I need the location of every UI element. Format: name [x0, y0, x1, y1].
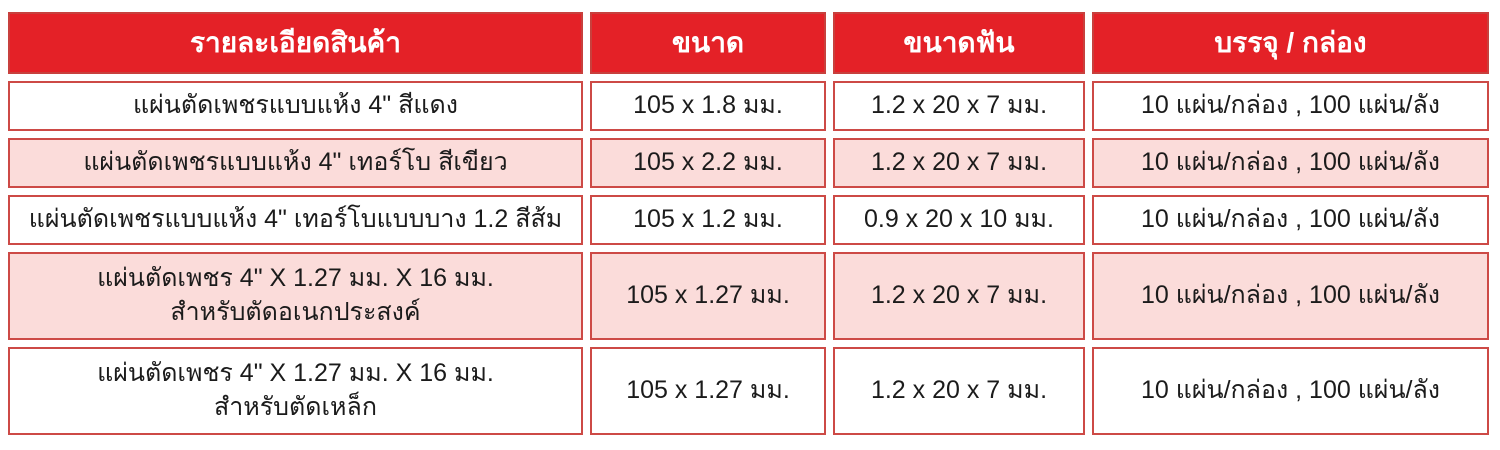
header-teeth-size: ขนาดฟัน [833, 12, 1085, 74]
size-cell: 105 x 2.2 มม. [590, 138, 826, 188]
size-cell: 105 x 1.2 มม. [590, 195, 826, 245]
product-spec-table: รายละเอียดสินค้า ขนาด ขนาดฟัน บรรจุ / กล… [8, 12, 1489, 435]
product-cell: แผ่นตัดเพชรแบบแห้ง 4" สีแดง [8, 81, 583, 131]
packing-cell: 10 แผ่น/กล่อง , 100 แผ่น/ลัง [1092, 252, 1489, 340]
size-cell: 105 x 1.27 มม. [590, 252, 826, 340]
teeth-size-cell: 1.2 x 20 x 7 มม. [833, 252, 1085, 340]
product-cell: แผ่นตัดเพชรแบบแห้ง 4" เทอร์โบแบบบาง 1.2 … [8, 195, 583, 245]
packing-cell: 10 แผ่น/กล่อง , 100 แผ่น/ลัง [1092, 138, 1489, 188]
teeth-size-cell: 1.2 x 20 x 7 มม. [833, 138, 1085, 188]
header-size: ขนาด [590, 12, 826, 74]
product-cell: แผ่นตัดเพชรแบบแห้ง 4" เทอร์โบ สีเขียว [8, 138, 583, 188]
packing-cell: 10 แผ่น/กล่อง , 100 แผ่น/ลัง [1092, 195, 1489, 245]
teeth-size-cell: 1.2 x 20 x 7 มม. [833, 347, 1085, 435]
packing-cell: 10 แผ่น/กล่อง , 100 แผ่น/ลัง [1092, 347, 1489, 435]
product-cell: แผ่นตัดเพชร 4" X 1.27 มม. X 16 มม. สำหรั… [8, 252, 583, 340]
teeth-size-cell: 1.2 x 20 x 7 มม. [833, 81, 1085, 131]
header-product-details: รายละเอียดสินค้า [8, 12, 583, 74]
header-packing: บรรจุ / กล่อง [1092, 12, 1489, 74]
teeth-size-cell: 0.9 x 20 x 10 มม. [833, 195, 1085, 245]
size-cell: 105 x 1.8 มม. [590, 81, 826, 131]
packing-cell: 10 แผ่น/กล่อง , 100 แผ่น/ลัง [1092, 81, 1489, 131]
size-cell: 105 x 1.27 มม. [590, 347, 826, 435]
product-cell: แผ่นตัดเพชร 4" X 1.27 มม. X 16 มม. สำหรั… [8, 347, 583, 435]
